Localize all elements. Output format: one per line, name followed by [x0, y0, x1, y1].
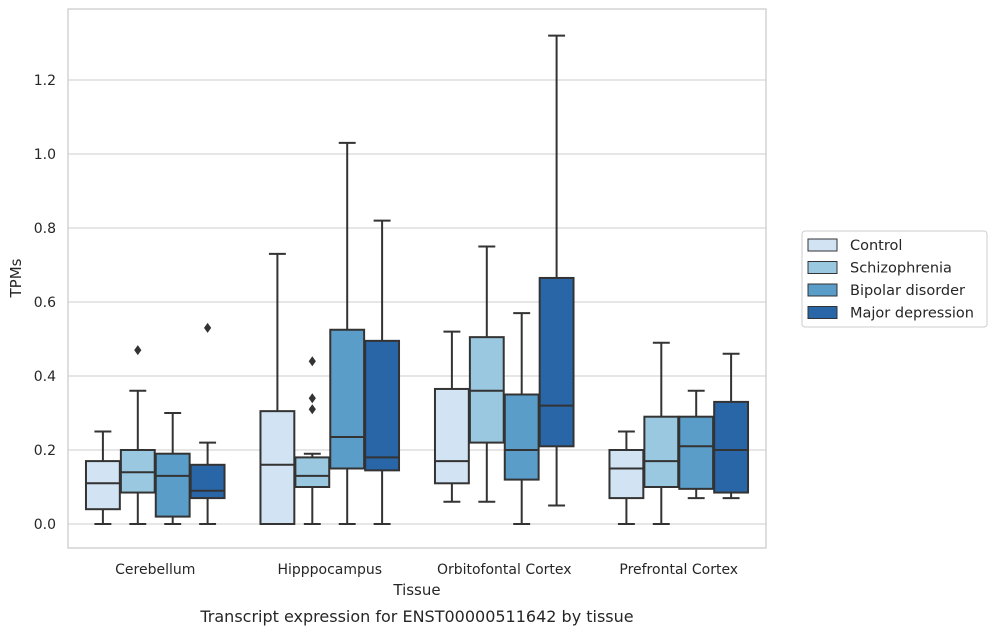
outlier-point [204, 322, 212, 333]
box-body [608, 449, 645, 500]
box-prefrontal-cortex-bipolar-disorder [678, 389, 715, 500]
box-cerebellum-schizophrenia [119, 345, 156, 525]
y-tick-label: 0.8 [34, 221, 56, 237]
legend-item-bipolar-disorder: Bipolar disorder [807, 283, 965, 299]
box-hipppocampus-major-depression [364, 219, 401, 525]
legend-label: Control [850, 238, 902, 254]
y-tick-label: 0.0 [34, 517, 56, 533]
x-tick-label-prefrontal-cortex: Prefrontal Cortex [619, 562, 738, 578]
outlier-point [308, 356, 316, 367]
box-body [294, 456, 331, 488]
y-tick-label: 0.4 [34, 369, 56, 385]
legend-label: Major depression [850, 306, 974, 322]
box-body [154, 452, 191, 518]
box-body [84, 460, 121, 511]
plot-frame [67, 8, 767, 549]
box-orbitofontal-cortex-control [433, 330, 470, 503]
legend-label: Bipolar disorder [850, 283, 965, 299]
box-cerebellum-bipolar-disorder [154, 412, 191, 525]
outlier-point [308, 404, 316, 415]
box-prefrontal-cortex-schizophrenia [643, 341, 680, 525]
outlier-point [134, 345, 142, 356]
box-hipppocampus-schizophrenia [294, 356, 331, 525]
y-tick-label: 0.2 [34, 443, 56, 459]
box-cerebellum-control [84, 430, 121, 525]
box-body [538, 276, 575, 448]
box-plot-area [84, 34, 750, 525]
figure-caption: Transcript expression for ENST0000051164… [199, 607, 633, 626]
legend-swatch [807, 238, 838, 252]
x-axis-label: Tissue [392, 581, 440, 599]
box-body [259, 410, 296, 525]
x-tick-label-cerebellum: Cerebellum [115, 562, 195, 578]
box-prefrontal-cortex-major-depression [713, 352, 750, 500]
y-axis-ticks: 0.0 0.2 0.4 0.6 0.8 1.0 1.2 [34, 73, 56, 533]
box-body [364, 339, 401, 472]
box-body [503, 393, 540, 481]
legend-label: Schizophrenia [850, 261, 952, 277]
x-axis-ticks: Cerebellum Hipppocampus Orbitofontal Corte… [115, 562, 738, 578]
box-hipppocampus-control [259, 252, 296, 525]
legend-swatch [807, 283, 838, 297]
outlier-point [308, 393, 316, 404]
y-tick-label: 1.2 [34, 73, 56, 89]
legend-item-major-depression: Major depression [807, 306, 974, 322]
box-orbitofontal-cortex-bipolar-disorder [503, 312, 540, 525]
box-body [678, 415, 715, 490]
y-axis-label: TPMs [7, 258, 25, 298]
y-tick-label: 0.6 [34, 295, 56, 311]
box-cerebellum-major-depression [189, 322, 226, 525]
legend-swatch [807, 306, 838, 319]
box-body [189, 463, 226, 500]
box-orbitofontal-cortex-schizophrenia [468, 245, 505, 503]
grid-lines [68, 79, 766, 525]
box-body [643, 415, 680, 489]
box-body [329, 328, 366, 470]
box-body [433, 387, 470, 485]
box-hipppocampus-bipolar-disorder [329, 141, 366, 525]
box-body [713, 400, 750, 494]
legend-item-schizophrenia: Schizophrenia [807, 261, 952, 277]
x-tick-label-hipppocampus: Hipppocampus [277, 562, 382, 578]
x-tick-label-orbitofontal-cortex: Orbitofontal Cortex [437, 562, 572, 578]
box-orbitofontal-cortex-major-depression [538, 34, 575, 507]
legend-swatch [807, 261, 838, 274]
legend-frame [801, 230, 988, 328]
y-tick-label: 1.0 [34, 147, 56, 163]
legend-item-control: Control [807, 238, 902, 254]
legend: Control Schizophrenia Bipolar disorder Majo… [801, 230, 988, 328]
box-prefrontal-cortex-control [608, 430, 645, 525]
